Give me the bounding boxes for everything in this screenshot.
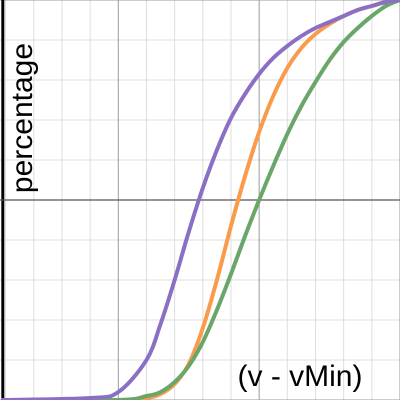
y-axis-label: percentage <box>6 43 39 193</box>
x-axis-label: (v - vMin) <box>238 360 363 393</box>
